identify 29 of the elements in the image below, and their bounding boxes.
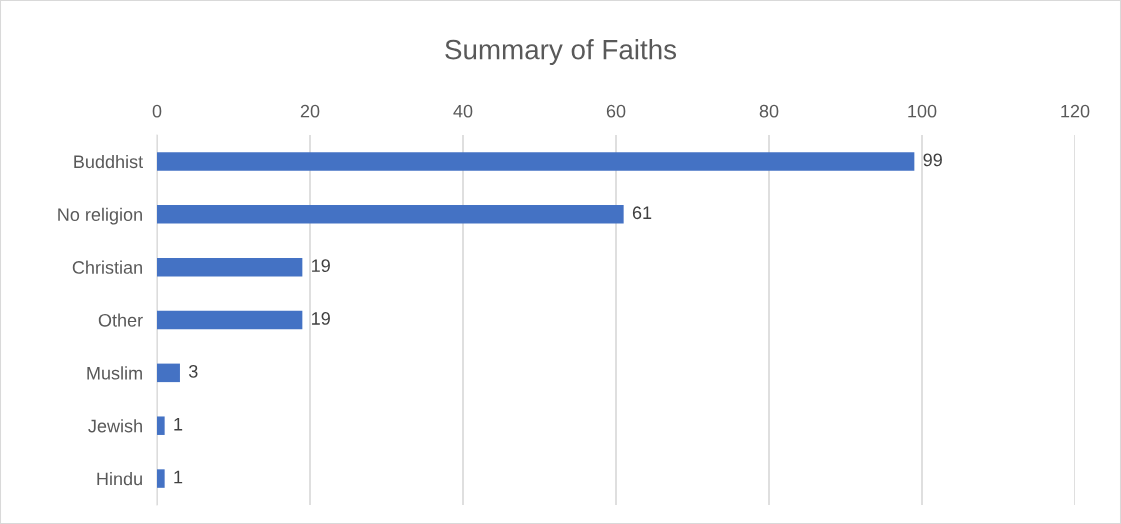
x-tick-label: 80 (759, 104, 779, 118)
data-label: 99 (923, 153, 942, 167)
bar (157, 469, 165, 488)
x-tick-label: 0 (152, 104, 162, 118)
x-tick-label: 20 (300, 104, 320, 118)
data-label: 19 (312, 259, 330, 272)
data-label: 1 (174, 470, 183, 484)
data-label: 3 (188, 364, 198, 378)
x-tick-label: 100 (908, 104, 937, 118)
data-label: 1 (174, 417, 183, 431)
y-tick-label: Christian (72, 260, 142, 274)
y-tick-label: No religion (58, 207, 142, 225)
y-tick-label: Jewish (88, 419, 142, 433)
x-tick-label: 40 (453, 104, 473, 118)
bar (157, 363, 180, 383)
bar (157, 205, 624, 224)
chart-title: Summary of Faiths (445, 39, 677, 65)
data-label: 61 (632, 206, 652, 220)
x-tick-label: 120 (1061, 104, 1090, 118)
y-tick-label: Buddhist (74, 154, 143, 169)
bar (157, 257, 303, 277)
bar (157, 416, 165, 435)
bar (157, 152, 915, 171)
y-tick-label: Hindu (97, 472, 142, 486)
y-tick-label: Muslim (87, 366, 142, 380)
y-tick-label: Other (98, 313, 143, 327)
x-tick-label: 60 (606, 104, 626, 118)
data-label: 19 (312, 312, 330, 325)
bar (157, 310, 303, 330)
